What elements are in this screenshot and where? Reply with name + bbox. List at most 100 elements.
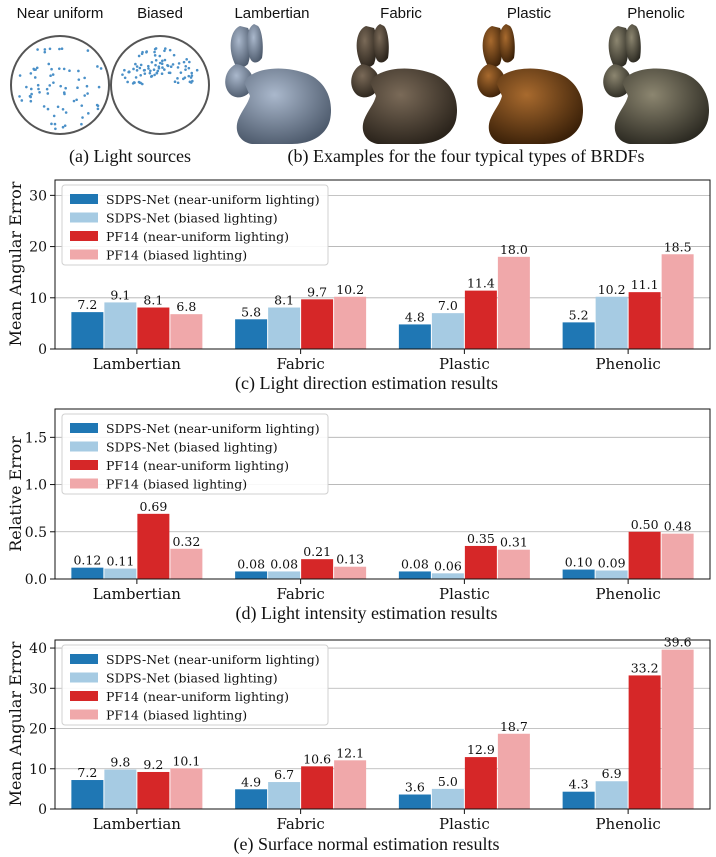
bar bbox=[562, 569, 595, 579]
y-tick-label: 30 bbox=[29, 681, 47, 697]
bunny-fabric-image bbox=[351, 24, 458, 144]
legend-swatch bbox=[70, 460, 98, 470]
light-point bbox=[123, 76, 127, 80]
bar bbox=[71, 312, 104, 349]
bar bbox=[235, 571, 268, 579]
y-axis-label: Mean Angular Error bbox=[6, 181, 25, 346]
light-point bbox=[32, 67, 36, 71]
bar-value-label: 0.31 bbox=[500, 535, 528, 550]
light-point bbox=[161, 66, 164, 69]
bar-value-label: 5.8 bbox=[241, 304, 261, 319]
bar bbox=[71, 780, 104, 809]
bar bbox=[104, 568, 137, 579]
light-point bbox=[29, 87, 33, 91]
bar bbox=[497, 549, 530, 579]
light-point bbox=[157, 65, 161, 68]
bar bbox=[104, 302, 137, 349]
legend-entry: PF14 (near-uniform lighting) bbox=[106, 689, 289, 704]
bar-value-label: 9.7 bbox=[307, 284, 327, 299]
legend: SDPS-Net (near-uniform lighting) SDPS-Net… bbox=[61, 184, 329, 266]
light-point bbox=[163, 49, 166, 53]
bar-value-label: 0.11 bbox=[106, 554, 134, 569]
light-intensity-chart: 0.0 0.5 1.0 1.5 0.12 0.11 0.69 0.32 Lambertian 0.… bbox=[6, 408, 711, 624]
light-point bbox=[135, 65, 139, 68]
legend-swatch bbox=[70, 709, 98, 720]
light-point bbox=[163, 68, 166, 71]
light-point bbox=[59, 84, 62, 88]
light-point bbox=[62, 67, 66, 71]
bar bbox=[71, 567, 104, 579]
legend-entry: SDPS-Net (biased lighting) bbox=[106, 440, 278, 455]
bar bbox=[235, 789, 268, 809]
y-tick-label: 40 bbox=[29, 641, 47, 657]
y-tick-label: 1.5 bbox=[25, 430, 47, 446]
light-point bbox=[161, 59, 164, 63]
y-tick-label: 1.0 bbox=[25, 478, 47, 494]
light-point bbox=[58, 47, 61, 51]
light-point bbox=[46, 92, 50, 95]
light-point bbox=[176, 66, 180, 69]
light-point bbox=[184, 64, 188, 68]
y-axis-label: Mean Angular Error bbox=[6, 641, 25, 806]
x-tick-label: Lambertian bbox=[93, 355, 182, 373]
light-point bbox=[143, 72, 147, 75]
light-point bbox=[48, 84, 52, 87]
light-point bbox=[163, 58, 167, 62]
x-tick-label: Plastic bbox=[439, 815, 490, 833]
bar-value-label: 0.21 bbox=[303, 544, 331, 559]
chart-caption: (c) Light direction estimation results bbox=[235, 373, 498, 394]
bar-value-label: 10.2 bbox=[598, 282, 626, 297]
bar bbox=[628, 292, 661, 349]
light-point bbox=[33, 76, 37, 79]
bar bbox=[137, 307, 170, 349]
legend-entry: PF14 (biased lighting) bbox=[106, 477, 247, 492]
x-tick-label: Plastic bbox=[439, 355, 490, 373]
bar bbox=[595, 296, 628, 349]
bar bbox=[628, 531, 661, 579]
bar bbox=[661, 254, 694, 349]
light-point bbox=[121, 73, 124, 76]
legend-entry: SDPS-Net (biased lighting) bbox=[106, 671, 278, 686]
legend-swatch bbox=[70, 691, 98, 701]
biased-label: Biased bbox=[137, 5, 183, 22]
light-point bbox=[51, 73, 55, 76]
light-point bbox=[80, 104, 84, 107]
light-point bbox=[123, 68, 126, 72]
x-tick-label: Fabric bbox=[276, 815, 324, 833]
bar-value-label: 7.2 bbox=[77, 297, 97, 312]
bar bbox=[661, 649, 694, 809]
light-point bbox=[29, 99, 33, 103]
legend-entry: PF14 (near-uniform lighting) bbox=[106, 229, 289, 244]
bar bbox=[137, 771, 170, 809]
brdf-label-fabric: Fabric bbox=[380, 5, 422, 22]
light-point bbox=[36, 83, 40, 87]
y-tick-label: 0.0 bbox=[25, 572, 47, 588]
light-point bbox=[61, 107, 65, 111]
light-point bbox=[83, 76, 86, 80]
light-point bbox=[43, 48, 47, 51]
legend-entry: PF14 (near-uniform lighting) bbox=[106, 458, 289, 473]
light-point bbox=[154, 47, 158, 50]
light-point bbox=[168, 48, 172, 52]
light-point bbox=[154, 63, 157, 67]
bar bbox=[628, 675, 661, 809]
bar bbox=[170, 548, 203, 579]
light-point bbox=[152, 68, 156, 72]
bar bbox=[301, 766, 334, 809]
light-point bbox=[191, 79, 194, 83]
light-point bbox=[139, 63, 143, 67]
brdf-label-phenolic: Phenolic bbox=[627, 5, 685, 22]
light-point bbox=[160, 72, 164, 75]
legend-box bbox=[61, 644, 329, 726]
bar-value-label: 10.1 bbox=[172, 753, 200, 768]
panel-b-brdf-examples: Lambertian Fabric Plastic Phenolic (b) E… bbox=[225, 5, 710, 167]
light-point bbox=[54, 127, 57, 131]
legend-entry: PF14 (biased lighting) bbox=[106, 248, 247, 263]
light-point bbox=[147, 64, 150, 68]
legend-swatch bbox=[70, 654, 98, 664]
y-axis-label: Relative Error bbox=[6, 436, 25, 552]
light-point bbox=[86, 92, 89, 95]
bunny-plastic-image bbox=[477, 24, 584, 144]
light-point bbox=[50, 122, 53, 126]
bar-value-label: 0.50 bbox=[631, 517, 659, 532]
